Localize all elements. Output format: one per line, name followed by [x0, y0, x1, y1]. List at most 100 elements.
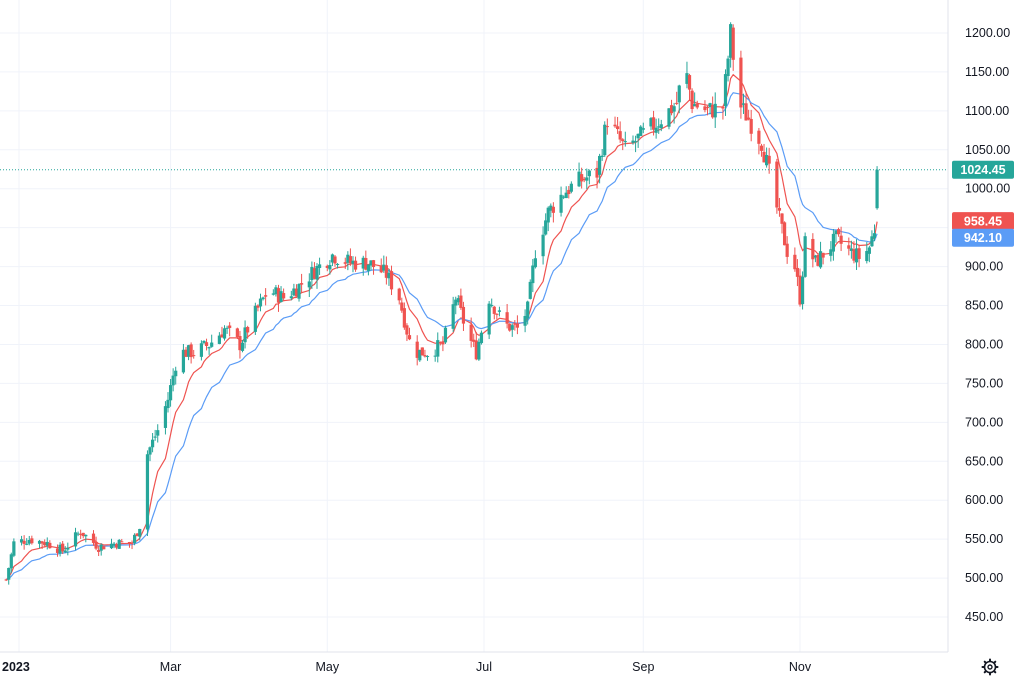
candle-body [821, 252, 825, 258]
candle-body [433, 355, 437, 357]
candle-body [235, 328, 239, 338]
candle [4, 578, 8, 582]
candle [695, 100, 699, 110]
candle-body [310, 267, 314, 281]
candle [79, 529, 83, 539]
candle [228, 322, 232, 337]
price-tick-label: 700.00 [965, 415, 1003, 429]
candle-body [297, 284, 301, 299]
candle-body [703, 106, 707, 111]
candle [240, 339, 245, 353]
candle-body [135, 533, 139, 536]
candle-body [58, 544, 62, 554]
ma-slow-tag-text: 942.10 [964, 231, 1002, 245]
candle-body [166, 399, 170, 409]
candle [27, 535, 31, 546]
candle-body [623, 141, 627, 143]
candle-body [415, 341, 419, 358]
price-tick-label: 800.00 [965, 337, 1003, 351]
candle [487, 301, 491, 340]
candle-body [510, 325, 514, 330]
candle-body [181, 349, 186, 373]
candle-body [153, 436, 157, 438]
candle [454, 296, 458, 315]
candle [204, 338, 209, 351]
candle [389, 265, 394, 296]
candle [384, 256, 388, 285]
candle [623, 131, 627, 147]
candle-body [839, 235, 843, 244]
candle [310, 261, 314, 289]
candle [731, 24, 735, 71]
candle [641, 122, 645, 134]
candle [120, 538, 124, 543]
candle [63, 546, 67, 554]
candle [839, 226, 843, 252]
candle [289, 290, 293, 301]
candle [22, 535, 26, 550]
candle [271, 289, 275, 296]
candle [423, 349, 427, 358]
candle [672, 102, 676, 124]
candle [615, 116, 620, 134]
candle-body [387, 272, 391, 279]
candle-body [531, 265, 535, 284]
candle-body [40, 541, 44, 544]
candle [713, 92, 717, 128]
candle [510, 323, 514, 337]
candle [703, 100, 707, 113]
candle-body [580, 174, 584, 182]
candle [246, 325, 250, 339]
candle-body [168, 385, 173, 401]
candle-body [405, 325, 409, 335]
candle [582, 176, 586, 183]
price-tick-label: 900.00 [965, 260, 1003, 274]
candle [181, 343, 186, 374]
candle-body [654, 127, 658, 133]
candle-body [782, 222, 787, 246]
candle-body [639, 126, 643, 136]
candle [48, 540, 52, 549]
candle [636, 133, 640, 148]
candle-body [279, 291, 283, 303]
candle-body [456, 298, 460, 303]
candle-body [292, 288, 296, 296]
candle [30, 535, 34, 545]
candle [405, 323, 409, 342]
time-tick-label: May [315, 660, 339, 674]
candle-body [492, 306, 496, 314]
candle [721, 105, 725, 120]
time-axis[interactable]: 2023 Mar May Jul Sep Nov [2, 660, 812, 674]
candle-body [562, 196, 566, 198]
last-price-tag: 1024.45 [952, 160, 1014, 179]
candle-body [379, 265, 383, 273]
candle-body [672, 106, 676, 112]
candle-body [636, 133, 640, 139]
candle [192, 349, 196, 359]
candle [220, 326, 224, 338]
candle-body [397, 288, 401, 301]
candle [600, 148, 604, 161]
candle [168, 378, 173, 407]
candle [495, 313, 499, 320]
candle [675, 91, 679, 105]
candle-body [130, 542, 134, 544]
price-axis[interactable]: 450.00 500.00 550.00 600.00 650.00 700.00 750.… [952, 26, 1014, 624]
candle-body [595, 167, 599, 178]
candle [37, 539, 42, 549]
candle [559, 186, 563, 217]
candle [669, 99, 674, 116]
price-tick-label: 550.00 [965, 532, 1003, 546]
candle [225, 325, 229, 334]
candle-body [451, 304, 455, 329]
candle [649, 116, 653, 131]
candle [836, 227, 841, 237]
candle [436, 332, 440, 363]
settings-gear-icon[interactable] [981, 658, 999, 676]
candle [765, 147, 769, 168]
candle-body [133, 534, 137, 544]
candle-body [220, 334, 224, 338]
candle-body [577, 171, 581, 187]
